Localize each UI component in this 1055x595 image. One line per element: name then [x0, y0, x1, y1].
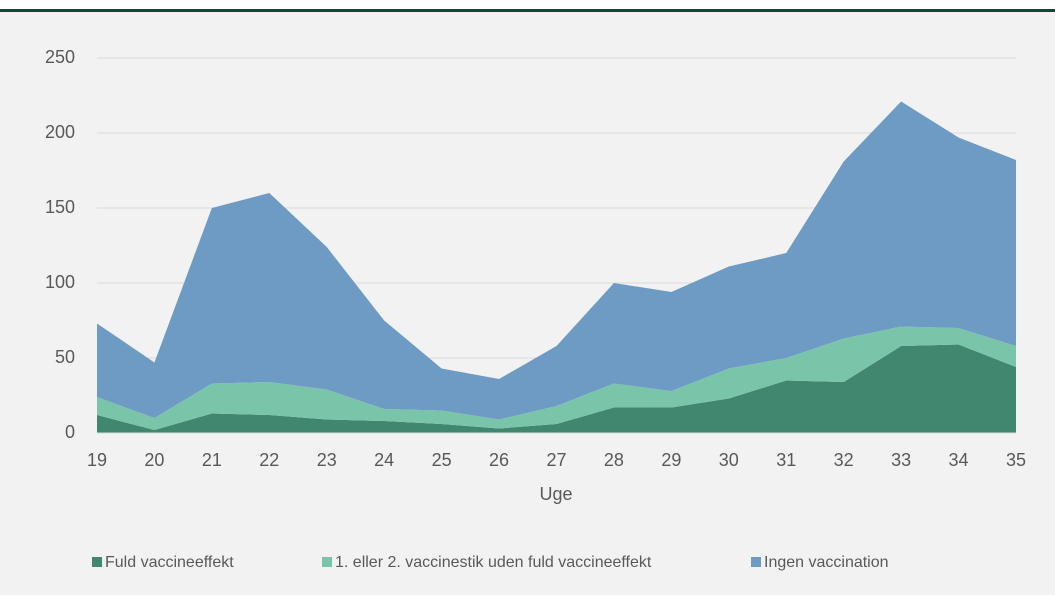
y-tick-label: 50 — [55, 347, 75, 367]
top-rule — [0, 9, 1055, 12]
legend-label: Fuld vaccineeffekt — [105, 554, 234, 571]
area — [97, 344, 1016, 433]
x-tick-label: 23 — [317, 450, 337, 470]
x-tick-label: 30 — [719, 450, 739, 470]
x-tick-label: 22 — [259, 450, 279, 470]
x-tick-label: 31 — [776, 450, 796, 470]
legend-swatch — [322, 557, 332, 567]
x-tick-label: 29 — [661, 450, 681, 470]
area — [97, 101, 1016, 420]
area — [97, 326, 1016, 430]
legend-swatch — [751, 557, 761, 567]
x-tick-label: 26 — [489, 450, 509, 470]
legend-swatch — [92, 557, 102, 567]
x-tick-label: 35 — [1006, 450, 1026, 470]
x-tick-label: 28 — [604, 450, 624, 470]
x-tick-label: 21 — [202, 450, 222, 470]
x-tick-label: 33 — [891, 450, 911, 470]
x-axis-label: Uge — [539, 484, 572, 504]
y-tick-label: 0 — [65, 422, 75, 442]
legend-label: Ingen vaccination — [764, 554, 889, 571]
x-tick-label: 19 — [87, 450, 107, 470]
y-tick-label: 150 — [45, 197, 75, 217]
y-tick-label: 100 — [45, 272, 75, 292]
x-tick-label: 20 — [144, 450, 164, 470]
legend-label: 1. eller 2. vaccinestik uden fuld vaccin… — [335, 554, 652, 571]
x-tick-label: 34 — [949, 450, 969, 470]
x-tick-label: 32 — [834, 450, 854, 470]
x-tick-label: 24 — [374, 450, 394, 470]
x-tick-label: 27 — [546, 450, 566, 470]
y-tick-label: 250 — [45, 47, 75, 67]
y-tick-label: 200 — [45, 122, 75, 142]
x-tick-label: 25 — [432, 450, 452, 470]
